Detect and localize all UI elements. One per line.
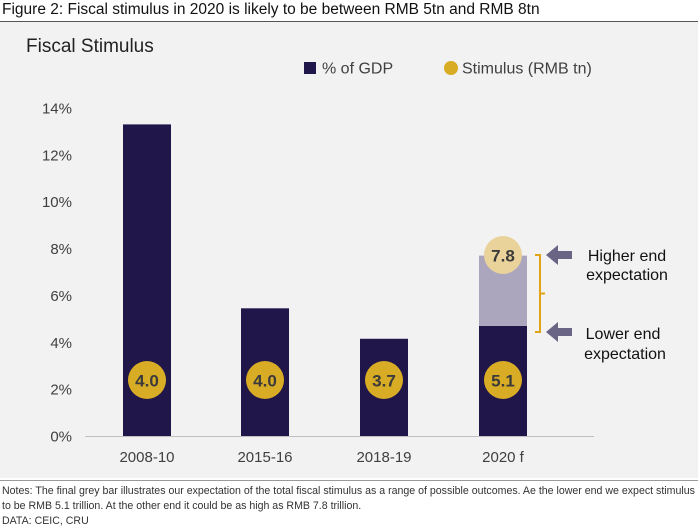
notes-divider — [0, 480, 698, 481]
x-tick-label: 2018-19 — [356, 449, 411, 466]
higher-end-label-line2: expectation — [586, 267, 668, 284]
y-tick-label: 12% — [42, 147, 72, 164]
y-tick-label: 14% — [42, 101, 72, 118]
stimulus-marker-label: 3.7 — [372, 372, 396, 391]
higher-end-arrow-icon — [546, 245, 572, 265]
stimulus-marker-label: 4.0 — [135, 372, 159, 391]
stimulus-marker-label: 4.0 — [253, 372, 277, 391]
chart-title: Fiscal Stimulus — [26, 36, 154, 57]
lower-end-arrow-icon — [546, 322, 572, 342]
stimulus-marker-high-label: 7.8 — [491, 247, 515, 266]
legend-label-gdp: % of GDP — [322, 61, 393, 78]
stimulus-marker-2020-f — [484, 361, 522, 399]
y-tick-label: 8% — [50, 241, 72, 258]
stimulus-marker-label: 5.1 — [491, 372, 515, 391]
stimulus-marker-2008-10 — [128, 361, 166, 399]
x-tick-label: 2015-16 — [237, 449, 292, 466]
fiscal-stimulus-chart: Fiscal Stimulus % of GDP Stimulus (RMB t… — [26, 36, 668, 466]
chart-panel: Fiscal Stimulus % of GDP Stimulus (RMB t… — [0, 22, 698, 478]
title-divider — [0, 21, 698, 22]
x-tick-label: 2020 f — [482, 449, 525, 466]
higher-end-label-line1: Higher end — [588, 248, 666, 265]
stimulus-markers: 4.0 4.0 3.7 5.1 7.8 — [128, 236, 522, 399]
y-tick-label: 2% — [50, 382, 72, 399]
legend-swatch-gdp — [304, 62, 316, 74]
x-axis-labels: 2008-10 2015-16 2018-19 2020 f — [119, 449, 524, 466]
y-axis: 0% 2% 4% 6% 8% 10% 12% 14% — [42, 101, 72, 446]
stimulus-marker-2018-19 — [365, 361, 403, 399]
y-tick-label: 6% — [50, 288, 72, 305]
legend: % of GDP Stimulus (RMB tn) — [304, 61, 592, 78]
range-annotations: Higher end expectation Lower end expecta… — [535, 245, 668, 363]
legend-label-stimulus: Stimulus (RMB tn) — [462, 61, 592, 78]
y-tick-label: 0% — [50, 429, 72, 446]
legend-swatch-stimulus — [444, 61, 458, 75]
chart-source: DATA: CEIC, CRU — [2, 515, 89, 527]
y-tick-label: 10% — [42, 194, 72, 211]
bars — [123, 124, 527, 437]
x-tick-label: 2008-10 — [119, 449, 174, 466]
lower-end-label-line1: Lower end — [586, 326, 661, 343]
figure-title: Figure 2: Fiscal stimulus in 2020 is lik… — [2, 1, 540, 18]
stimulus-marker-2015-16 — [246, 361, 284, 399]
y-tick-label: 4% — [50, 335, 72, 352]
stimulus-marker-high — [484, 236, 522, 274]
lower-end-label-line2: expectation — [584, 346, 666, 363]
chart-notes: Notes: The final grey bar illustrates ou… — [2, 485, 695, 512]
range-bracket — [535, 254, 545, 333]
